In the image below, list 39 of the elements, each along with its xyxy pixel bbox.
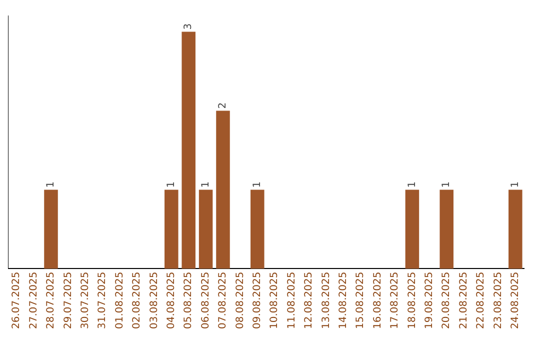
- x-tick-label: 07.08.2025: [218, 272, 229, 330]
- x-tick-label: 13.08.2025: [320, 272, 332, 330]
- x-tick-label: 20.08.2025: [441, 272, 452, 330]
- x-tick-label: 15.08.2025: [355, 272, 366, 330]
- x-tick-label: 08.08.2025: [234, 272, 246, 330]
- x-tick-label: 26.07.2025: [11, 272, 22, 330]
- data-label: 1: [46, 181, 57, 188]
- x-tick-label: 01.08.2025: [114, 272, 126, 330]
- data-label: 3: [183, 23, 194, 30]
- data-label: 2: [218, 102, 229, 109]
- x-tick-label: 24.08.2025: [510, 272, 521, 330]
- x-tick-label: 27.07.2025: [28, 272, 40, 330]
- x-tick-label: 23.08.2025: [492, 272, 504, 330]
- x-tick-label: 21.08.2025: [458, 272, 470, 330]
- x-tick-label: 14.08.2025: [338, 272, 349, 330]
- x-tick-label: 04.08.2025: [166, 272, 177, 330]
- x-tick-label: 19.08.2025: [424, 272, 435, 330]
- x-tick-label: 16.08.2025: [372, 272, 384, 330]
- x-tick-label: 05.08.2025: [183, 272, 194, 330]
- data-label: 1: [166, 181, 177, 188]
- x-tick-label: 10.08.2025: [269, 272, 280, 330]
- x-tick-label: 18.08.2025: [406, 272, 418, 330]
- x-tick-label: 11.08.2025: [286, 272, 298, 330]
- data-label: 1: [406, 181, 418, 188]
- x-tick-label: 28.07.2025: [46, 272, 57, 330]
- x-tick-label: 30.07.2025: [80, 272, 91, 330]
- x-tick-label: 09.08.2025: [252, 272, 263, 330]
- data-label: 1: [441, 181, 452, 188]
- data-label: 1: [252, 181, 263, 188]
- data-label: 1: [200, 181, 212, 188]
- x-tick-label: 31.07.2025: [97, 272, 108, 330]
- x-tick-label: 12.08.2025: [304, 272, 315, 330]
- x-tick-label: 06.08.2025: [200, 272, 212, 330]
- x-tick-label: 29.07.2025: [62, 272, 74, 330]
- x-tick-label: 22.08.2025: [476, 272, 487, 330]
- x-tick-label: 02.08.2025: [132, 272, 143, 330]
- x-tick-label: 17.08.2025: [390, 272, 401, 330]
- data-label: 1: [510, 181, 521, 188]
- x-tick-label: 03.08.2025: [148, 272, 160, 330]
